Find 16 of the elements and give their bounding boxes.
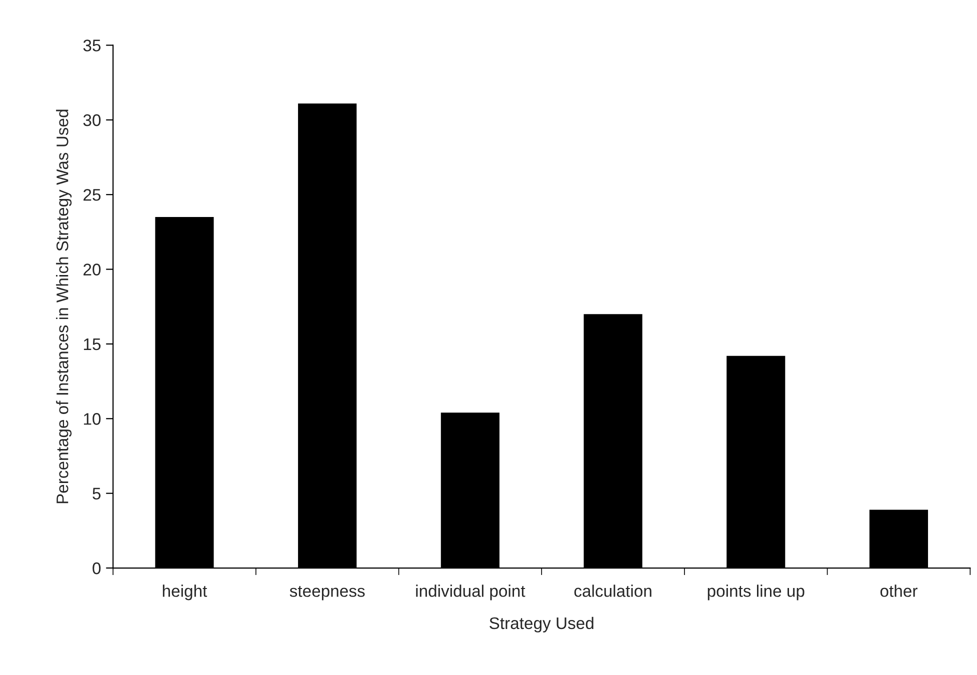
y-tick-label: 10 [84, 413, 101, 425]
x-tick-label: individual point [416, 584, 526, 600]
y-tick-label: 35 [83, 40, 101, 52]
y-tick-label: 0 [92, 562, 101, 574]
y-tick-label: 5 [92, 488, 101, 500]
y-tick-label: 20 [84, 264, 101, 276]
y-axis-title: Percentage of Instances in Which Strategy Was Used [56, 110, 72, 504]
y-tick-label: 30 [83, 114, 101, 126]
x-tick-label: points line up [708, 584, 804, 600]
x-tick-label: height [162, 584, 208, 600]
x-axis-title: Strategy Used [490, 616, 594, 632]
x-tick-label: calculation [574, 584, 652, 597]
x-tick-label: other [880, 584, 918, 597]
y-tick-label: 25 [84, 188, 101, 201]
y-tick-label: 15 [84, 338, 101, 350]
x-tick-label: steepness [290, 586, 365, 600]
